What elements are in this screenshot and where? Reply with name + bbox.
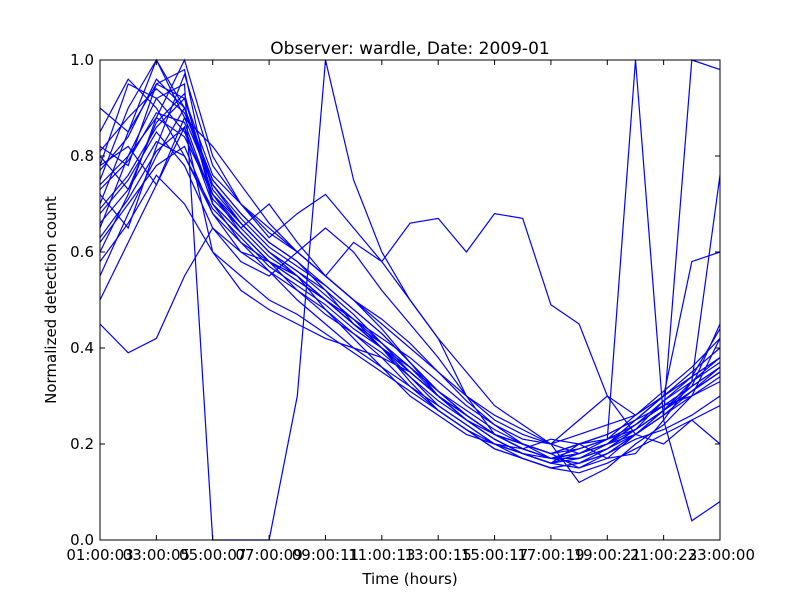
y-tick-label: 0.0 [70,531,94,549]
x-axis: 01:00:0303:00:0505:00:0707:00:0909:00:11… [66,60,755,564]
x-tick-label: 15:00:17 [461,546,528,564]
x-tick-label: 19:00:21 [574,546,641,564]
series-line-9 [99,72,721,455]
y-tick-label: 0.8 [70,147,94,165]
series-line-13 [99,78,721,445]
x-tick-label: 05:00:07 [179,546,246,564]
series-line-16 [99,174,721,474]
y-axis: 0.0 0.2 0.4 0.6 0.8 1.0 [70,51,720,549]
y-tick-label: 1.0 [70,51,94,69]
x-tick-label: 13:00:15 [404,546,471,564]
chart-title: Observer: wardle, Date: 2009-01 [270,39,549,59]
series-line-24 [99,87,721,460]
x-tick-label: 01:00:03 [66,546,133,564]
y-tick-label: 0.2 [70,435,94,453]
y-axis-label: Normalized detection count [42,196,60,404]
x-tick-label: 17:00:19 [517,546,584,564]
series-line-10 [99,106,721,416]
y-tick-label: 0.4 [70,339,94,357]
series-line-17 [99,83,721,445]
y-tick-label: 0.6 [70,243,94,261]
x-tick-label: 03:00:05 [123,546,190,564]
series-line-19 [99,116,721,464]
x-tick-label: 09:00:11 [292,546,359,564]
series-line-12 [99,130,721,484]
x-axis-label: Time (hours) [361,570,457,588]
x-tick-label: 21:00:23 [630,546,697,564]
x-tick-label: 23:00:00 [688,546,755,564]
x-tick-label: 07:00:09 [235,546,302,564]
series-line-23 [99,126,721,459]
plot-frame [99,59,721,541]
series-line-22 [99,59,721,460]
x-tick-label: 11:00:13 [348,546,415,564]
series-layer [99,58,721,541]
